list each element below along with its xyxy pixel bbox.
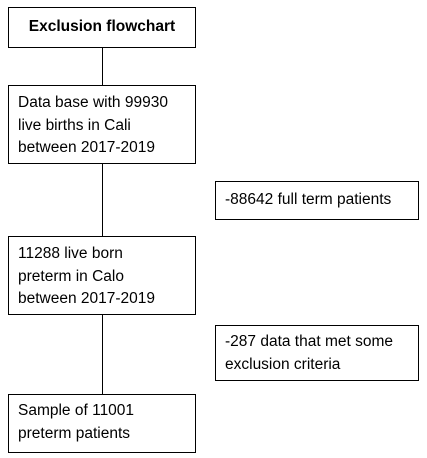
connector [102,314,103,394]
title-box: Exclusion flowchart [8,7,196,48]
node-line: 11288 live born [18,245,123,262]
exclusion-line: -88642 full term patients [225,191,392,208]
connector [102,163,103,236]
node-box: 11288 live born preterm in Calo between … [8,236,196,315]
exclusion-box: -287 data that met some exclusion criter… [215,325,419,381]
node-box: Data base with 99930 live births in Cali… [8,85,196,164]
exclusion-line: -287 data that met some [225,333,394,350]
node-line: preterm in Calo [18,267,124,285]
node-line: Data base with 99930 [18,94,168,111]
node-line: preterm patients [18,424,130,442]
exclusion-line: exclusion criteria [225,355,341,373]
node-line: live births in Cali [18,116,131,134]
connector [102,47,103,85]
node-box: Sample of 11001 preterm patients [8,394,196,453]
node-line: Sample of 11001 [18,402,135,419]
node-line: between 2017-2019 [18,139,156,156]
title: Exclusion flowchart [28,18,176,36]
node-line: between 2017-2019 [18,290,156,307]
exclusion-box: -88642 full term patients [215,181,419,220]
